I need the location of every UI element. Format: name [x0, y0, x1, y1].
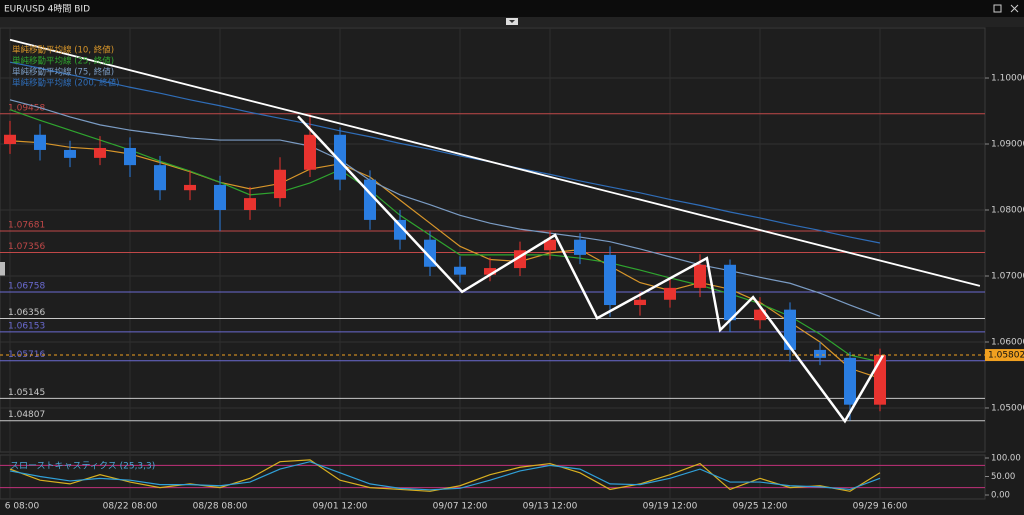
candle-body — [244, 198, 256, 211]
candle-body — [724, 264, 736, 321]
zigzag — [297, 115, 885, 424]
candle-body — [574, 239, 586, 255]
candle-body — [4, 134, 16, 145]
indicator-line — [9, 461, 881, 491]
candle-body — [274, 169, 286, 199]
level-label: 1.05145 — [8, 388, 45, 398]
close-button[interactable] — [1010, 4, 1019, 13]
x-tick-label: 09/07 12:00 — [433, 502, 488, 512]
candle-body — [124, 147, 136, 166]
y-tick-label: 1.09000 — [991, 140, 1024, 150]
x-tick-label: 09/13 12:00 — [523, 502, 578, 512]
y-tick-label: 1.10000 — [991, 74, 1024, 84]
candle-body — [334, 134, 346, 180]
candle-body — [34, 134, 46, 150]
candle-body — [634, 299, 646, 306]
level-label: 1.04807 — [8, 410, 45, 420]
plot-layer: 1.05000 1.06000 1.07000 1.08000 1.09000 1.100… — [0, 28, 1024, 512]
legend-entry: 単純移動平均線 (25, 終値) — [12, 56, 114, 67]
candle-body — [214, 184, 226, 211]
level-label: 1.06758 — [8, 281, 45, 291]
level-label: 1.07356 — [8, 242, 45, 252]
title-bar — [0, 0, 1024, 17]
maximize-button[interactable] — [993, 4, 1002, 13]
y-tick-label: 1.05000 — [991, 403, 1024, 413]
y-tick-label: 1.08000 — [991, 206, 1024, 216]
legend-entry: 単純移動平均線 (10, 終値) — [12, 45, 114, 56]
toggle-arrow — [509, 20, 515, 23]
legend-entry: 単純移動平均線 (75, 終値) — [12, 67, 114, 78]
legend-entry: 単純移動平均線 (200, 終値) — [12, 78, 119, 89]
x-tick-label: 09/01 12:00 — [313, 502, 368, 512]
candle-body — [184, 184, 196, 191]
candle-body — [694, 264, 706, 288]
level-label: 1.07681 — [8, 221, 45, 231]
moving-average — [9, 61, 881, 244]
trendline — [9, 38, 981, 287]
last-price-tag — [985, 349, 1024, 362]
x-tick-label: 09/29 16:00 — [853, 502, 908, 512]
y-tick-label: 1.07000 — [991, 271, 1024, 281]
candle-body — [544, 239, 556, 251]
candle-body — [394, 219, 406, 240]
candle-body — [784, 309, 796, 350]
x-tick-label: 6 08:00 — [5, 502, 40, 512]
candle-body — [364, 179, 376, 220]
x-tick-label: 08/28 08:00 — [193, 502, 248, 512]
candle-body — [94, 147, 106, 158]
candle-body — [64, 149, 76, 158]
last-price-label: 1.05802 — [988, 351, 1024, 361]
panel-title: スローストキャスティクス (25,3,3) — [10, 461, 155, 472]
y-tick-label: 1.06000 — [991, 337, 1024, 347]
level-label: 1.06153 — [8, 321, 45, 331]
candle-body — [664, 287, 676, 300]
x-tick-label: 09/19 12:00 — [643, 502, 698, 512]
y-tick-label: 100.00 — [991, 454, 1021, 464]
x-tick-label: 09/25 12:00 — [733, 502, 788, 512]
candle-body — [154, 165, 166, 191]
candle-body — [754, 309, 766, 321]
y-tick-label: 0.00 — [991, 491, 1010, 501]
candle-body — [484, 268, 496, 275]
candle-body — [814, 349, 826, 358]
candle-body — [844, 357, 856, 405]
level-label: 1.09458 — [8, 103, 45, 113]
candle-body — [454, 266, 466, 275]
x-tick-label: 08/22 08:00 — [103, 502, 158, 512]
y-tick-label: 50.00 — [991, 472, 1015, 482]
candle-body — [604, 254, 616, 306]
level-label: 1.06356 — [8, 308, 45, 318]
price-panel — [0, 27, 986, 453]
window-title: EUR/USD 4時間 BID — [4, 4, 90, 15]
candle-body — [304, 134, 316, 170]
panel-handle[interactable] — [0, 262, 5, 276]
